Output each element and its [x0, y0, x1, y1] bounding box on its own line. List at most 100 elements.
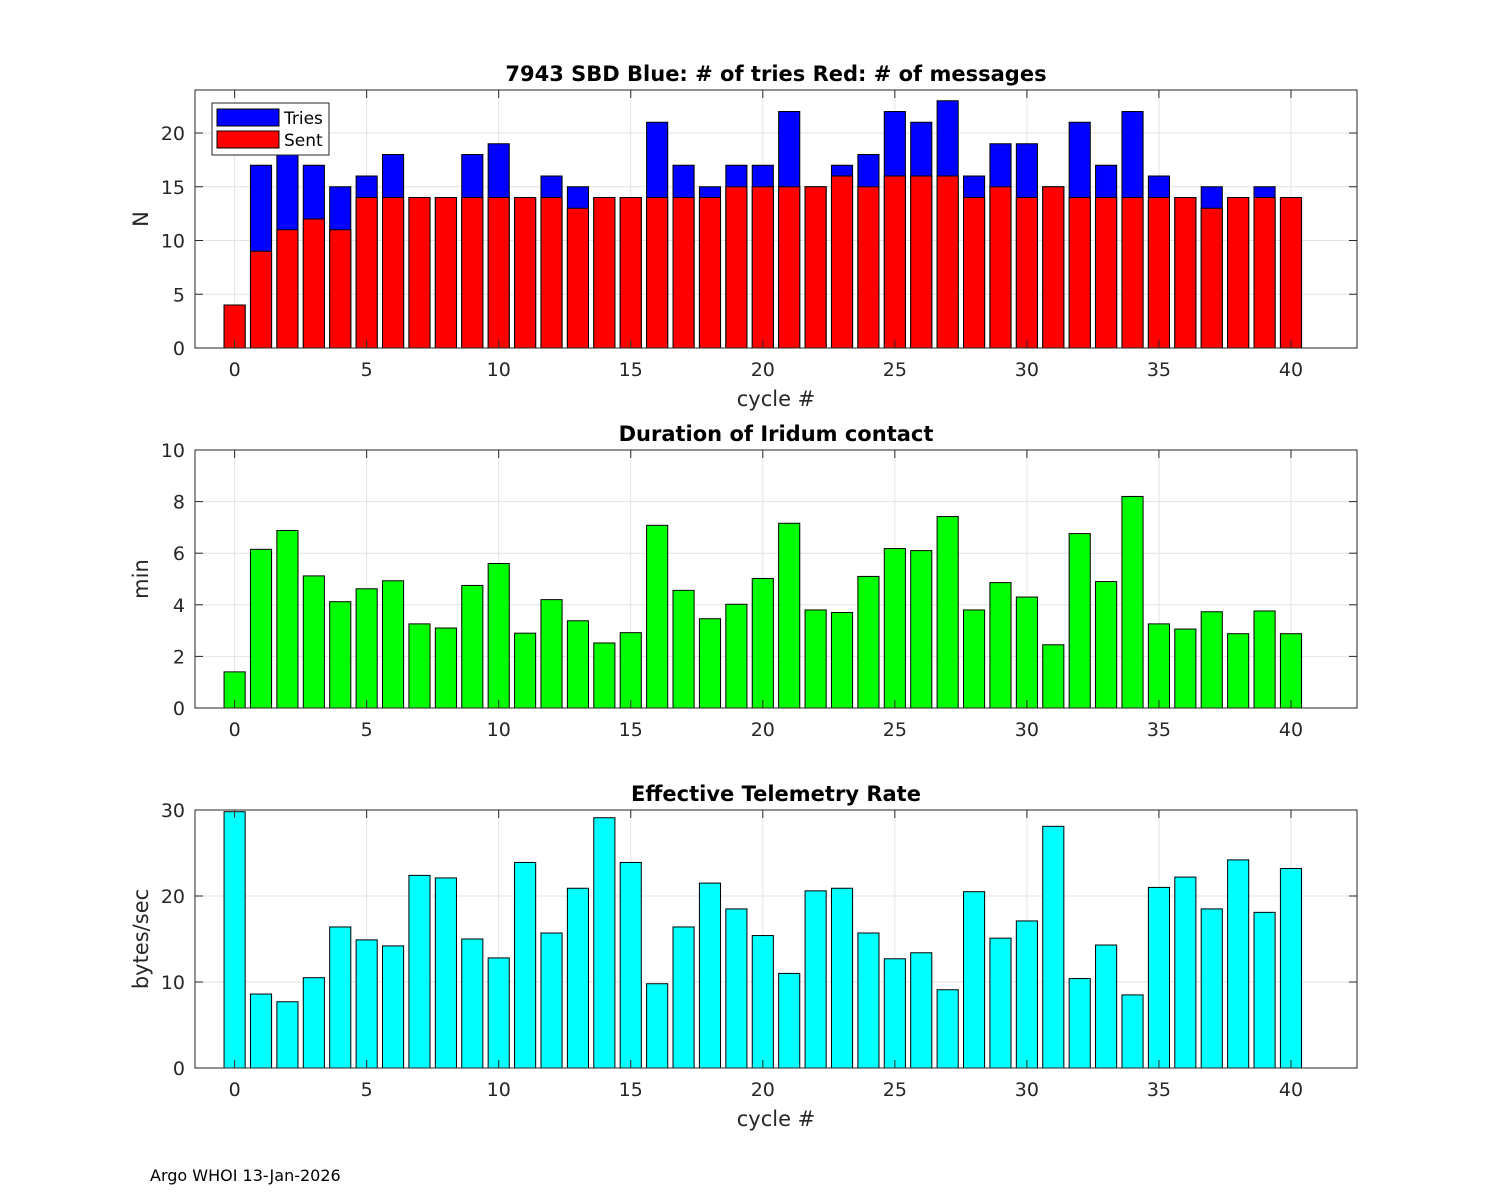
bar-6: [382, 580, 405, 709]
bar-9: [461, 938, 484, 1069]
bar-sent-34: [1121, 197, 1144, 349]
bar-sent-20: [751, 186, 774, 349]
bar-7: [408, 623, 431, 709]
bar-8: [434, 627, 457, 709]
bar-sent-4: [329, 229, 352, 349]
bar-sent-28: [963, 197, 986, 349]
bar-35: [1147, 886, 1170, 1069]
bar-24: [857, 932, 880, 1069]
y-tick-label: 2: [173, 646, 185, 668]
x-tick-label: 5: [361, 1079, 373, 1101]
bar-21: [778, 972, 801, 1069]
bar-sent-22: [804, 186, 827, 349]
bar-sent-14: [593, 197, 616, 349]
bar-40: [1279, 867, 1303, 1069]
bar-0: [223, 811, 246, 1069]
x-tick-label: 10: [487, 359, 511, 381]
bar-24: [857, 575, 880, 709]
bar-29: [989, 937, 1012, 1069]
bar-9: [461, 584, 484, 709]
bar-sent-37: [1200, 207, 1223, 349]
bar-sent-5: [355, 197, 378, 349]
y-tick-label: 8: [173, 492, 185, 514]
y-tick-label: 0: [173, 1058, 185, 1080]
bar-sent-2: [276, 229, 299, 349]
x-tick-label: 10: [487, 1079, 511, 1101]
bar-36: [1174, 876, 1197, 1069]
bar-5: [355, 588, 378, 709]
x-tick-label: 40: [1279, 359, 1303, 381]
x-tick-label: 20: [751, 1079, 775, 1101]
legend-label-tries: Tries: [283, 109, 323, 129]
bar-39: [1253, 610, 1276, 709]
bar-25: [883, 958, 906, 1069]
x-tick-label: 0: [229, 1079, 241, 1101]
bar-sent-36: [1174, 197, 1197, 349]
bar-sent-31: [1042, 186, 1065, 349]
y-axis-label: N: [129, 211, 153, 227]
bar-29: [989, 582, 1012, 709]
x-tick-label: 25: [883, 359, 907, 381]
bar-22: [804, 609, 827, 709]
x-tick-label: 5: [361, 719, 373, 741]
chart-title: 7943 SBD Blue: # of tries Red: # of mess…: [505, 62, 1046, 86]
bar-3: [302, 977, 325, 1069]
bar-sent-32: [1068, 197, 1091, 349]
y-tick-label: 6: [173, 543, 185, 565]
bar-28: [963, 891, 986, 1069]
bar-36: [1174, 628, 1197, 709]
bar-sent-8: [434, 197, 457, 349]
bar-34: [1121, 994, 1144, 1069]
bar-sent-3: [302, 218, 325, 349]
bar-40: [1279, 633, 1303, 709]
y-axis-label: bytes/sec: [129, 889, 153, 989]
bar-sent-29: [989, 186, 1012, 349]
bar-15: [619, 632, 642, 709]
bar-sent-13: [566, 207, 589, 349]
bar-sent-40: [1279, 197, 1303, 349]
bar-35: [1147, 623, 1170, 709]
x-tick-label: 15: [619, 1079, 643, 1101]
bar-10: [487, 563, 510, 709]
y-tick-label: 20: [161, 123, 185, 145]
bar-2: [276, 529, 299, 709]
bar-sent-11: [514, 197, 537, 349]
bar-sent-16: [646, 197, 669, 349]
y-tick-label: 30: [161, 800, 185, 822]
y-tick-label: 15: [161, 177, 185, 199]
bar-18: [698, 882, 722, 1069]
x-tick-label: 40: [1279, 719, 1303, 741]
x-axis-label: cycle #: [737, 1107, 816, 1131]
bar-28: [963, 609, 986, 709]
y-tick-label: 10: [161, 972, 185, 994]
bar-23: [830, 612, 854, 709]
bar-13: [566, 887, 589, 1069]
bar-27: [936, 989, 959, 1069]
legend-swatch-sent: [216, 130, 280, 149]
bar-26: [910, 952, 933, 1069]
bar-sent-39: [1253, 197, 1276, 349]
axes-box: [194, 809, 1358, 1069]
x-tick-label: 35: [1147, 1079, 1171, 1101]
x-tick-label: 10: [487, 719, 511, 741]
bar-39: [1253, 911, 1276, 1069]
x-tick-label: 30: [1015, 359, 1039, 381]
bar-sent-19: [725, 186, 748, 349]
bar-sent-17: [672, 197, 695, 349]
bar-sent-30: [1015, 197, 1038, 349]
bar-15: [619, 861, 642, 1069]
bar-11: [514, 632, 537, 709]
legend-label-sent: Sent: [284, 131, 323, 151]
bar-26: [910, 550, 933, 709]
bar-2: [276, 1001, 299, 1069]
bar-27: [936, 516, 959, 709]
bar-1: [249, 548, 273, 709]
bar-sent-26: [910, 175, 933, 349]
x-tick-label: 35: [1147, 719, 1171, 741]
bar-sent-15: [619, 197, 642, 349]
x-tick-label: 20: [751, 359, 775, 381]
bar-sent-23: [830, 175, 854, 349]
bar-12: [540, 599, 563, 709]
